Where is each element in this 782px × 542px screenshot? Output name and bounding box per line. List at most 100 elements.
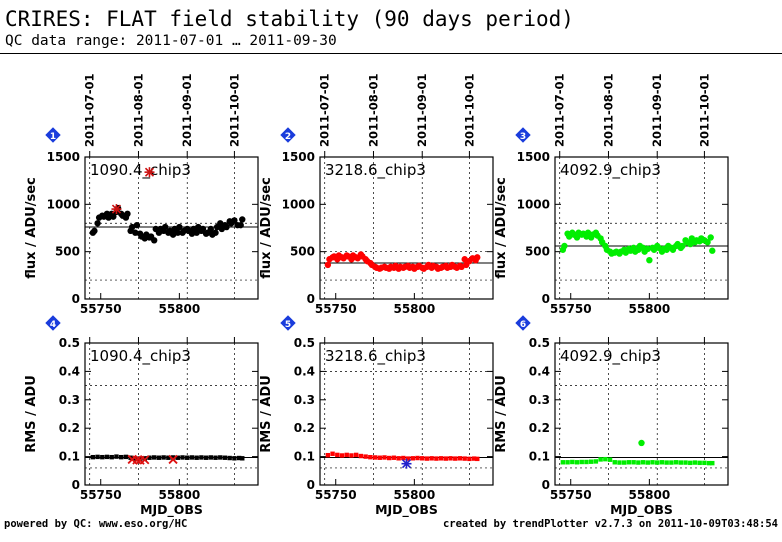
top-date-label: 2011-09-01: [650, 73, 664, 147]
data-point: [462, 456, 467, 461]
data-point: [118, 454, 124, 460]
data-point: [683, 460, 688, 465]
data-point: [655, 460, 660, 465]
data-point: [94, 220, 101, 227]
y-tick-label: 0.4: [294, 364, 315, 378]
data-point: [124, 210, 131, 217]
data-point: [212, 229, 219, 236]
footer-created-by: created by trendPlotter v2.7.3 on 2011-1…: [442, 518, 778, 530]
data-point: [227, 455, 232, 461]
y-tick-label: 0.2: [59, 421, 80, 435]
panel-3: 0 500 1000 1500 55750 55800 2011-07-01 2011-08-…: [494, 73, 729, 316]
data-point: [429, 456, 434, 461]
data-point: [349, 453, 354, 458]
data-point: [650, 460, 655, 465]
data-point: [222, 455, 228, 460]
outlier-marker: [111, 204, 122, 215]
panel-label: 4092.9_chip3: [560, 161, 661, 180]
data-point: [185, 455, 190, 460]
x-tick-label: 55800: [158, 302, 200, 316]
top-date-label: 2011-07-01: [83, 73, 97, 147]
top-date-label: 2011-09-01: [180, 73, 194, 147]
top-date-label: 2011-08-01: [366, 73, 380, 147]
panel-index-number: 4: [50, 320, 56, 330]
y-axis-label: RMS / ADU: [24, 375, 39, 453]
data-point: [382, 455, 387, 460]
y-tick-label: 0.2: [529, 421, 550, 435]
data-point: [175, 455, 180, 460]
data-point: [203, 455, 209, 460]
panel-index-badge: [45, 315, 61, 331]
data-point: [194, 455, 199, 460]
y-tick-label: 1500: [282, 150, 315, 164]
outlier-marker: [638, 439, 645, 447]
data-point: [100, 454, 105, 460]
data-point: [612, 460, 617, 465]
data-point: [353, 452, 359, 458]
data-point: [584, 459, 589, 465]
data-point: [123, 454, 129, 460]
data-point: [560, 460, 566, 465]
x-tick-label: 55800: [158, 488, 200, 502]
top-date-label: 2011-10-01: [462, 73, 476, 147]
data-point: [706, 460, 712, 466]
data-point: [109, 454, 114, 460]
y-tick-label: 500: [55, 245, 80, 259]
data-point: [617, 460, 622, 465]
outlier-marker: [132, 455, 142, 465]
data-point: [166, 455, 171, 460]
data-point: [91, 227, 98, 235]
x-tick-label: 55750: [315, 302, 357, 316]
data-point: [688, 460, 693, 466]
data-point: [344, 452, 349, 458]
data-point: [626, 460, 632, 465]
data-point: [664, 460, 669, 465]
data-point: [237, 221, 244, 229]
y-axis-label: RMS / ADU: [259, 375, 274, 453]
y-tick-label: 500: [525, 245, 550, 259]
data-point: [161, 455, 166, 460]
y-tick-label: 0.4: [529, 364, 550, 378]
data-point: [324, 261, 332, 269]
data-point: [710, 460, 715, 466]
data-point: [358, 453, 364, 459]
data-point: [565, 460, 570, 465]
page-subtitle: QC data range: 2011-07-01 … 2011-09-30: [5, 33, 337, 49]
y-tick-label: 0: [72, 292, 80, 306]
y-tick-label: 0.5: [294, 336, 315, 350]
data-point: [174, 229, 181, 236]
data-point: [133, 221, 141, 229]
x-axis-label: MJD_OBS: [140, 502, 203, 518]
data-point: [363, 454, 368, 459]
y-tick-label: 0.3: [294, 393, 315, 407]
data-point: [457, 456, 463, 461]
data-point: [467, 456, 472, 462]
y-tick-label: 0.3: [59, 393, 80, 407]
data-point: [180, 455, 185, 460]
plot-frame: [84, 342, 259, 486]
x-axis-label: MJD_OBS: [375, 502, 438, 518]
data-point: [640, 460, 646, 465]
data-point: [330, 451, 335, 456]
data-point: [678, 460, 684, 465]
y-tick-label: 0.1: [294, 450, 315, 464]
y-tick-label: 1000: [47, 197, 80, 211]
y-axis-label: flux / ADU/sec: [259, 177, 274, 279]
outlier-marker: [140, 455, 150, 465]
data-point: [207, 225, 215, 233]
y-tick-label: 0.4: [59, 364, 80, 378]
top-date-label: 2011-10-01: [227, 73, 241, 147]
data-point: [424, 456, 430, 461]
y-tick-label: 1500: [517, 150, 550, 164]
y-axis-label: RMS / ADU: [494, 375, 509, 453]
data-point: [401, 455, 406, 461]
x-tick-label: 55800: [393, 488, 435, 502]
data-point: [474, 254, 481, 261]
top-date-label: 2011-08-01: [601, 73, 615, 147]
panel-index-badge: [280, 315, 296, 331]
data-point: [236, 455, 242, 461]
y-axis-label: flux / ADU/sec: [24, 177, 39, 279]
data-point: [574, 460, 580, 465]
y-tick-label: 500: [290, 245, 315, 259]
data-point: [199, 455, 204, 460]
